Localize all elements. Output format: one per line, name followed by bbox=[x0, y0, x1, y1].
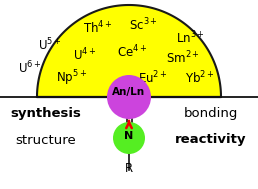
Text: Eu$^{2+}$: Eu$^{2+}$ bbox=[138, 70, 168, 86]
Text: Np$^{5+}$: Np$^{5+}$ bbox=[57, 68, 88, 88]
Text: Yb$^{2+}$: Yb$^{2+}$ bbox=[185, 70, 215, 86]
Circle shape bbox=[113, 122, 145, 154]
Circle shape bbox=[107, 75, 151, 119]
Text: U$^{6+}$: U$^{6+}$ bbox=[18, 60, 42, 76]
Text: synthesis: synthesis bbox=[11, 108, 82, 121]
Text: Sc$^{3+}$: Sc$^{3+}$ bbox=[128, 17, 157, 33]
Text: Ce$^{4+}$: Ce$^{4+}$ bbox=[117, 44, 147, 60]
Polygon shape bbox=[37, 5, 221, 97]
Text: An/Ln: An/Ln bbox=[112, 87, 146, 97]
Text: reactivity: reactivity bbox=[175, 133, 247, 146]
Text: Ln$^{3+}$: Ln$^{3+}$ bbox=[175, 30, 205, 46]
Text: U$^{4+}$: U$^{4+}$ bbox=[73, 47, 97, 63]
Text: Sm$^{2+}$: Sm$^{2+}$ bbox=[166, 50, 200, 66]
Text: N: N bbox=[124, 131, 134, 141]
Text: R: R bbox=[125, 161, 133, 174]
Text: bonding: bonding bbox=[184, 108, 238, 121]
Text: Th$^{4+}$: Th$^{4+}$ bbox=[83, 20, 113, 36]
Text: structure: structure bbox=[16, 133, 76, 146]
Text: U$^{5+}$: U$^{5+}$ bbox=[38, 37, 62, 53]
